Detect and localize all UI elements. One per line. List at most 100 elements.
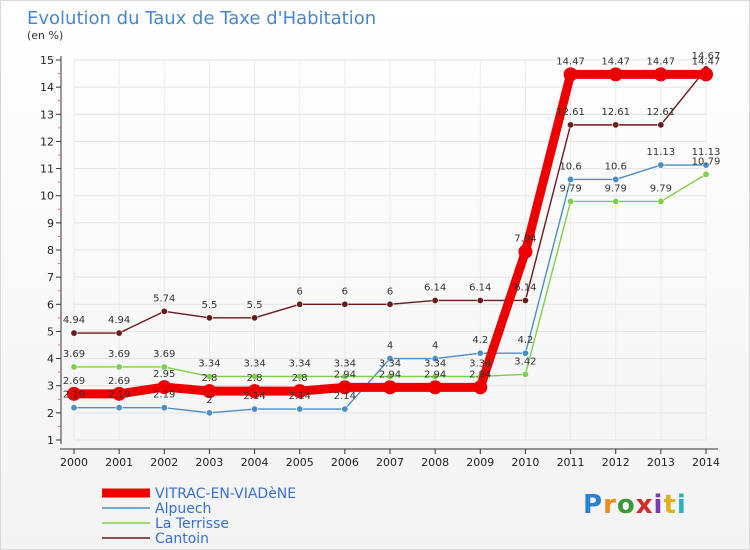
proxiti-logo: Proxiti — [583, 490, 687, 520]
x-tick-label: 2000 — [60, 456, 88, 469]
data-label-1: 10.6 — [605, 161, 627, 172]
series-point-3 — [476, 296, 484, 304]
data-label-2: 3.34 — [424, 358, 446, 369]
y-tick-label: 7 — [47, 271, 54, 284]
data-label-1: 10.6 — [559, 161, 581, 172]
data-label-0: 2.8 — [247, 373, 263, 384]
data-label-0: 2.94 — [379, 369, 401, 380]
logo-letter: r — [603, 490, 617, 520]
series-point-0 — [292, 384, 307, 399]
data-label-2: 3.34 — [334, 358, 356, 369]
y-tick-label: 12 — [40, 135, 54, 148]
x-tick-label: 2009 — [466, 456, 494, 469]
y-tick-label: 1 — [47, 434, 54, 447]
legend-label-3: Cantoin — [155, 531, 209, 547]
data-label-2: 3.42 — [514, 356, 536, 367]
series-point-0 — [383, 380, 397, 395]
logo-letter: i — [653, 490, 664, 520]
data-label-0: 7.94 — [514, 234, 536, 245]
data-label-3: 12.61 — [601, 107, 630, 118]
data-label-1: 11.13 — [692, 147, 721, 158]
data-label-0: 14.47 — [647, 56, 676, 67]
series-point-1 — [386, 355, 394, 363]
series-point-1 — [160, 404, 168, 412]
logo-letter: x — [635, 490, 654, 520]
x-tick-label: 2008 — [421, 456, 449, 469]
series-point-1 — [296, 405, 304, 413]
chart-title: Evolution du Taux de Taxe d'Habitation — [27, 8, 376, 29]
data-label-2: 3.34 — [289, 358, 311, 369]
y-tick-label: 8 — [47, 244, 54, 257]
data-label-3: 6.14 — [514, 282, 536, 293]
series-point-0 — [608, 67, 623, 82]
data-label-2: 9.79 — [650, 183, 672, 194]
logo-letter: o — [616, 490, 636, 520]
data-label-0: 2.94 — [424, 369, 446, 380]
data-label-0: 2.8 — [292, 373, 308, 384]
series-point-0 — [473, 380, 488, 395]
data-label-3: 14.67 — [692, 51, 721, 62]
series-layer — [67, 65, 713, 417]
y-tick-label: 6 — [47, 298, 54, 311]
data-label-3: 4.94 — [63, 315, 85, 326]
series-point-2 — [431, 372, 439, 380]
data-label-1: 2.14 — [334, 391, 356, 402]
legend-label-2: La Terrisse — [155, 516, 229, 532]
series-point-1 — [341, 405, 349, 413]
data-label-0: 14.47 — [556, 56, 585, 67]
legend-label-0: VITRAC-EN-VIADèNE — [155, 486, 296, 502]
data-label-3: 6.14 — [424, 282, 446, 293]
series-point-3 — [612, 121, 620, 129]
data-label-2: 3.69 — [108, 349, 130, 360]
data-label-1: 2.19 — [63, 390, 85, 401]
series-point-3 — [341, 300, 349, 308]
data-label-0: 2.95 — [153, 369, 175, 380]
data-label-2: 3.34 — [469, 358, 491, 369]
data-label-2: 3.69 — [63, 349, 85, 360]
series-point-0 — [67, 386, 81, 401]
data-label-1: 2.19 — [153, 390, 175, 401]
data-label-3: 6 — [342, 286, 348, 297]
series-point-3 — [251, 314, 259, 322]
logo-letter: P — [583, 490, 604, 520]
series-point-1 — [702, 161, 710, 169]
series-point-3 — [521, 296, 529, 304]
series-point-2 — [386, 372, 394, 380]
y-tick-label: 9 — [47, 217, 54, 230]
series-point-3 — [296, 300, 304, 308]
x-tick-label: 2002 — [150, 456, 178, 469]
data-label-0: 14.47 — [692, 56, 721, 67]
x-tick-label: 2006 — [331, 456, 359, 469]
x-tick-label: 2014 — [692, 456, 720, 469]
x-tick-label: 2012 — [602, 456, 630, 469]
series-point-0 — [247, 384, 262, 399]
series-point-1 — [431, 355, 439, 363]
series-point-1 — [567, 175, 575, 183]
series-point-3 — [70, 329, 78, 337]
series-point-3 — [205, 314, 213, 322]
data-label-1: 4 — [432, 341, 438, 352]
series-point-2 — [251, 372, 259, 380]
x-tick-label: 2010 — [511, 456, 539, 469]
data-label-0: 14.47 — [601, 56, 630, 67]
y-tick-label: 4 — [47, 353, 54, 366]
data-label-0: 2.69 — [108, 376, 130, 387]
series-point-1 — [657, 161, 665, 169]
series-point-3 — [567, 121, 575, 129]
data-label-3: 4.94 — [108, 315, 130, 326]
data-label-3: 6 — [387, 286, 393, 297]
series-point-1 — [521, 349, 529, 357]
series-point-2 — [70, 363, 78, 371]
series-point-3 — [160, 307, 168, 315]
chart-subtitle: (en %) — [27, 29, 63, 42]
legend-label-1: Alpuech — [155, 501, 211, 517]
grid — [73, 59, 707, 441]
series-point-2 — [341, 372, 349, 380]
series-point-2 — [612, 197, 620, 205]
x-tick-label: 2004 — [241, 456, 269, 469]
x-tick-label: 2005 — [286, 456, 314, 469]
series-point-0 — [518, 244, 533, 259]
